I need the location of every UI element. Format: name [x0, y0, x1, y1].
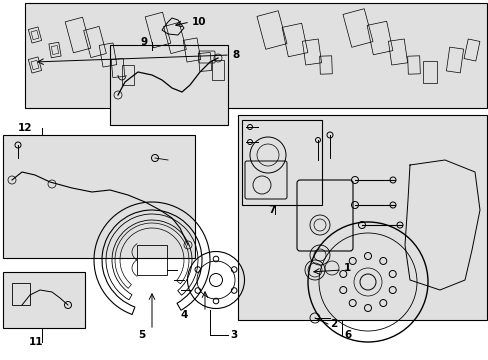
Bar [366, 21, 392, 55]
Bar [99, 43, 117, 67]
Bar [387, 39, 407, 65]
Bar [145, 12, 170, 48]
Text: 2: 2 [329, 319, 337, 329]
Bar [31, 60, 39, 69]
Bar [446, 47, 463, 73]
Bar [12, 283, 30, 305]
Text: 6: 6 [343, 330, 350, 340]
Bar [257, 11, 286, 49]
Bar [137, 245, 167, 275]
Bar [198, 53, 211, 72]
Bar [163, 22, 186, 54]
Text: 9: 9 [140, 37, 147, 47]
Bar [212, 60, 224, 80]
Bar [31, 30, 39, 40]
Text: 5: 5 [138, 330, 145, 340]
Text: 4: 4 [180, 310, 187, 320]
Bar [65, 17, 91, 53]
Bar [28, 57, 41, 73]
Bar [407, 56, 420, 74]
Text: 12: 12 [18, 123, 32, 133]
Bar [83, 26, 106, 58]
Bar [238, 115, 486, 320]
Text: 1: 1 [343, 263, 350, 273]
Bar [49, 42, 61, 58]
Bar [24, 3, 486, 108]
Bar [110, 45, 227, 125]
Bar [422, 61, 436, 83]
Text: 10: 10 [192, 17, 206, 27]
Bar [242, 120, 321, 205]
Text: 11: 11 [29, 337, 43, 347]
Text: 7: 7 [267, 205, 275, 215]
Bar [463, 39, 479, 61]
Bar [319, 56, 332, 74]
Text: 8: 8 [231, 50, 239, 60]
Bar [342, 9, 372, 47]
Bar [51, 45, 59, 54]
Bar [3, 135, 195, 258]
Bar [3, 272, 85, 328]
Text: 3: 3 [229, 330, 237, 340]
Bar [122, 65, 134, 85]
Bar [28, 27, 41, 43]
Circle shape [209, 274, 222, 287]
Bar [282, 23, 307, 57]
Bar [111, 59, 124, 77]
Bar [183, 38, 201, 62]
Bar [302, 39, 321, 65]
